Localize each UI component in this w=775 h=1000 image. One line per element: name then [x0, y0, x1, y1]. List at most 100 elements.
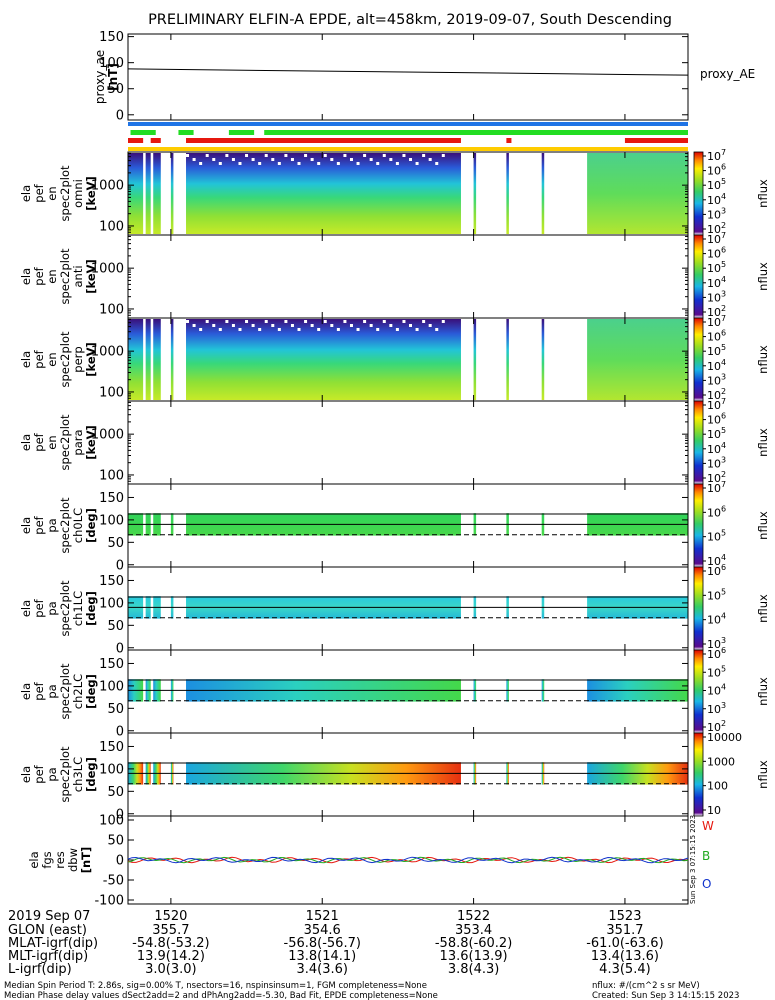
spectrogram-speck [376, 328, 380, 331]
spectrogram-speck [343, 320, 347, 323]
colorbar [693, 317, 704, 402]
spectrogram-column [473, 153, 477, 234]
status-bar-green [228, 130, 255, 135]
spectrogram-speck [251, 324, 255, 327]
spectrogram-speck [284, 154, 288, 157]
spectrogram-speck [277, 162, 281, 165]
legend-residual-O: O [702, 877, 711, 891]
side-stamp-text: Sun Sep 3 07:15:15 2023 [689, 815, 697, 904]
ephemeris-value: 353.4 [455, 923, 492, 938]
colorbar-label: nflux [756, 179, 770, 208]
spectrogram-column [170, 153, 174, 234]
spectrogram-speck [245, 320, 249, 323]
status-bar-blue [128, 122, 688, 126]
y-axis-label-line: ela [19, 766, 33, 783]
y-axis-label-line: pa [45, 684, 59, 698]
y-axis-label-line: proxy_ae [93, 50, 107, 104]
x-tick-label: 1520 [154, 909, 187, 924]
spectrogram-speck [251, 158, 255, 161]
colorbar-tick-label: 107 [707, 397, 726, 412]
spectrogram-speck [297, 162, 301, 165]
panel-frame [127, 234, 689, 319]
y-axis-label: ela pef en spec2plot omni [keV] [19, 165, 98, 222]
spectrogram-speck [330, 324, 334, 327]
y-tick-label: 100 [99, 762, 124, 777]
y-axis-label-line: pef [32, 681, 46, 700]
y-tick-label: 1000 [91, 262, 124, 277]
spectrogram-speck [323, 320, 327, 323]
x-tick-label: 1521 [306, 909, 339, 924]
plot-title: PRELIMINARY ELFIN-A EPDE, alt=458km, 201… [148, 12, 672, 28]
y-axis-label-line: anti [71, 265, 85, 287]
colorbar-tick-label: 104 [707, 275, 726, 290]
colorbar-tick-label: 107 [707, 148, 726, 163]
y-axis-label-line: [keV] [84, 342, 98, 377]
ephemeris-value: 3.0(3.0) [145, 962, 197, 977]
colorbar-label-group: nflux [756, 345, 770, 374]
colorbar-tick-label: 106 [707, 329, 726, 344]
y-axis-label-line: res [53, 851, 67, 869]
y-axis-label-line: [keV] [84, 259, 98, 294]
status-bar-green [178, 130, 194, 135]
y-axis-label-line: en [45, 186, 59, 200]
y-axis-label-line: pef [32, 432, 46, 451]
spectrogram-column [128, 153, 144, 234]
y-axis-label: ela pef pa spec2plot ch1LC [deg] [19, 580, 98, 637]
footer: Median Spin Period T: 2.86s, sig=0.00% T… [4, 981, 739, 1000]
colorbar-tick-label: 10 [707, 804, 721, 817]
y-tick-label: 0 [116, 807, 124, 822]
y-tick-label: 150 [99, 574, 124, 589]
spectrogram-speck [441, 154, 445, 157]
spectrogram-speck [376, 162, 380, 165]
spectrogram-speck [258, 162, 262, 165]
colorbar-tick-label: 103 [707, 701, 726, 716]
colorbar-label-group: nflux [756, 511, 770, 540]
spectrogram-column [473, 319, 477, 400]
status-bar-red [506, 138, 512, 143]
spectrogram-speck [310, 158, 314, 161]
y-axis-label-line: spec2plot [58, 331, 72, 388]
y-axis-label-line: perp [71, 346, 85, 372]
y-axis-label-line: [deg] [84, 508, 98, 543]
y-tick-label: 1000 [91, 428, 124, 443]
colorbar-tick-label: 103 [707, 372, 726, 387]
colorbar [693, 732, 704, 817]
ephemeris-value: 13.4(13.6) [591, 949, 659, 964]
residual-series-line [127, 856, 689, 864]
colorbar-tick-label: 107 [707, 231, 726, 246]
spectrogram-speck [409, 324, 413, 327]
y-axis-label-line: pef [32, 764, 46, 783]
x-axis-annotations: 2019 Sep 07 GLON (east) MLAT-igrf(dip) M… [8, 909, 664, 977]
spectrogram-speck [369, 158, 373, 161]
y-axis-label-line: en [45, 352, 59, 366]
spectrogram-speck [389, 158, 393, 161]
colorbar-tick-label: 106 [707, 504, 726, 519]
y-tick-label: 0 [116, 724, 124, 739]
y-axis-label-line: omni [71, 179, 85, 208]
spectrogram-speck [323, 154, 327, 157]
spectrogram-speck [428, 158, 432, 161]
y-tick-label: 1000 [91, 345, 124, 360]
spectrogram-speck [192, 158, 196, 161]
spectrogram-column [587, 153, 688, 234]
ephemeris-value: 3.4(3.6) [296, 962, 348, 977]
spectrogram-speck [271, 324, 275, 327]
spectrogram-speck [422, 154, 426, 157]
residual-series-line [127, 856, 689, 864]
ephemeris-value: -56.8(-56.7) [284, 936, 361, 951]
y-tick-label: 100 [99, 302, 124, 317]
colorbar-label: nflux [756, 760, 770, 789]
y-axis-label-line: ch3LC [71, 757, 85, 792]
colorbar-tick-label: 105 [707, 529, 726, 544]
spectrogram-speck [199, 162, 203, 165]
side-stamp: Sun Sep 3 07:15:15 2023 [689, 815, 697, 904]
y-axis-label-line: ela [19, 434, 33, 451]
y-tick-label: 50 [107, 536, 124, 551]
y-tick-label: 100 [99, 596, 124, 611]
spectrogram-speck [395, 162, 399, 165]
spectrogram-speck [258, 328, 262, 331]
y-axis-label-line: spec2plot [58, 165, 72, 222]
spectrogram-speck [330, 158, 334, 161]
ephemeris-value: 4.3(5.4) [599, 962, 651, 977]
spectrogram-speck [231, 324, 235, 327]
